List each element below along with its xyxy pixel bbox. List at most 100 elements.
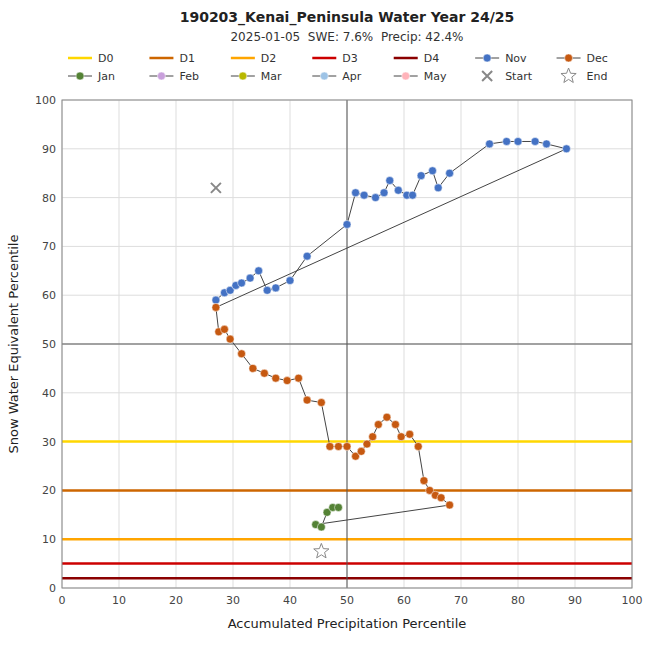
- trajectory-point: [374, 421, 382, 429]
- legend-swatch: [561, 68, 576, 82]
- plot-frame: [62, 100, 632, 588]
- legend-label: Feb: [179, 70, 198, 83]
- trajectory-point: [394, 186, 402, 194]
- x-axis-label: Accumulated Precipitation Percentile: [228, 616, 467, 631]
- y-axis-label: Snow Water Equivalent Percentile: [6, 235, 21, 454]
- trajectory-point: [352, 189, 360, 197]
- legend-label: D4: [424, 52, 439, 65]
- legend-label: Start: [505, 70, 533, 83]
- y-tick-label: 0: [49, 582, 56, 595]
- legend-label: Nov: [505, 52, 527, 65]
- trajectory-point: [295, 374, 303, 382]
- trajectory-point: [303, 396, 311, 404]
- legend-item: D2: [231, 52, 276, 65]
- grid: [62, 100, 632, 588]
- legend-swatch: [402, 72, 410, 80]
- reference-line-y: [62, 344, 632, 345]
- trajectory-point: [238, 279, 246, 287]
- trajectory-point: [486, 140, 494, 148]
- trajectory-point: [446, 501, 454, 509]
- trajectory-point: [334, 442, 342, 450]
- trajectory-point: [383, 413, 391, 421]
- x-tick-label: 60: [397, 594, 411, 607]
- y-tick-label: 60: [42, 289, 56, 302]
- x-tick-label: 40: [283, 594, 297, 607]
- legend-item: Start: [482, 70, 533, 83]
- y-tick-label: 90: [42, 143, 56, 156]
- x-tick-label: 20: [169, 594, 183, 607]
- x-tick-label: 10: [112, 594, 126, 607]
- y-tick-label: 10: [42, 533, 56, 546]
- legend-swatch: [231, 57, 255, 60]
- trajectory-point: [503, 137, 511, 145]
- legend: D0D1D2D3D4NovDecJanFebMarAprMayStartEnd: [68, 52, 608, 83]
- axes: 0102030405060708090100010203040506070809…: [35, 94, 643, 607]
- y-tick-label: 40: [42, 387, 56, 400]
- legend-item: May: [394, 70, 447, 83]
- grid-line-y: [62, 344, 632, 345]
- x-tick-label: 80: [511, 594, 525, 607]
- trajectory-point: [317, 523, 325, 531]
- legend-item: Feb: [149, 70, 198, 83]
- legend-label: End: [587, 70, 608, 83]
- trajectory-point: [397, 433, 405, 441]
- trajectory-point: [238, 350, 246, 358]
- trajectory-point: [380, 189, 388, 197]
- trajectory-point: [212, 296, 220, 304]
- legend-swatch: [482, 71, 492, 81]
- title: 190203_Kenai_Peninsula Water Year 24/25: [180, 9, 515, 26]
- legend-item: End: [561, 68, 608, 83]
- x-tick-label: 70: [454, 594, 468, 607]
- legend-label: D0: [98, 52, 113, 65]
- chart: 190203_Kenai_Peninsula Water Year 24/25 2…: [0, 0, 650, 651]
- trajectory-point: [406, 430, 414, 438]
- trajectory-point: [372, 194, 380, 202]
- legend-label: Jan: [97, 70, 115, 83]
- y-tick-label: 80: [42, 192, 56, 205]
- trajectory-point: [420, 477, 428, 485]
- trajectory-point: [409, 191, 417, 199]
- trajectory-point: [326, 442, 334, 450]
- y-tick-label: 100: [35, 94, 56, 107]
- plot-background: [62, 100, 632, 588]
- legend-item: D3: [312, 52, 357, 65]
- x-tick-label: 100: [622, 594, 643, 607]
- trajectory-point: [260, 369, 268, 377]
- trajectory-line: [216, 141, 567, 527]
- legend-item: Mar: [231, 70, 282, 83]
- y-tick-label: 20: [42, 484, 56, 497]
- trajectory-point: [543, 140, 551, 148]
- legend-label: D3: [342, 52, 357, 65]
- legend-label: Mar: [261, 70, 282, 83]
- trajectory-point: [303, 252, 311, 260]
- trajectory-point: [272, 374, 280, 382]
- trajectory-point: [334, 503, 342, 511]
- legend-item: D1: [149, 52, 194, 65]
- legend-swatch: [149, 57, 173, 60]
- legend-item: D0: [68, 52, 113, 65]
- legend-label: May: [424, 70, 447, 83]
- legend-label: Apr: [342, 70, 362, 83]
- legend-label: D2: [261, 52, 276, 65]
- legend-swatch: [483, 54, 491, 62]
- trajectory-point: [429, 167, 437, 175]
- trajectory-point: [514, 137, 522, 145]
- marker-point: [314, 543, 329, 557]
- trajectory-point: [437, 494, 445, 502]
- y-tick-label: 70: [42, 240, 56, 253]
- y-tick-label: 50: [42, 338, 56, 351]
- trajectory-point: [286, 277, 294, 285]
- trajectory-point: [255, 267, 263, 275]
- trajectory-point: [283, 377, 291, 385]
- trajectory-point: [363, 440, 371, 448]
- trajectory-point: [434, 184, 442, 192]
- legend-swatch: [68, 57, 92, 60]
- marker-point: [211, 183, 221, 193]
- trajectory-point: [317, 399, 325, 407]
- legend-swatch: [320, 72, 328, 80]
- y-tick-label: 30: [42, 436, 56, 449]
- trajectory-point: [272, 284, 280, 292]
- trajectory-point: [446, 169, 454, 177]
- trajectory-point: [246, 274, 254, 282]
- trajectory-point: [220, 325, 228, 333]
